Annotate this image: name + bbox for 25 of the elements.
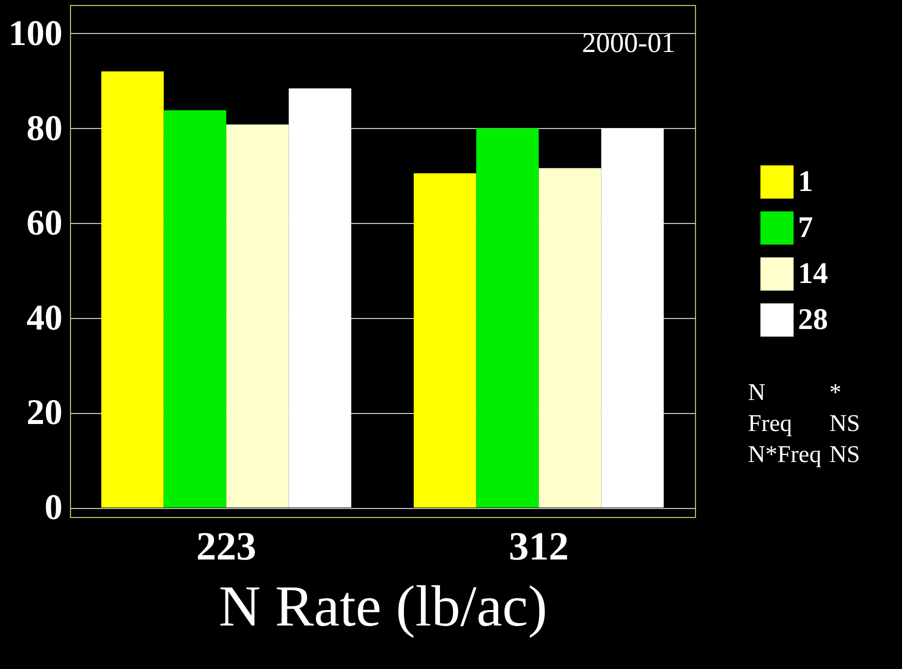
bar: [538, 168, 602, 508]
y-tick-label: 60: [26, 202, 62, 243]
legend-label: 14: [798, 257, 828, 290]
y-tick-label: 0: [44, 487, 62, 528]
x-axis-title: N Rate (lb/ac): [218, 574, 548, 638]
x-tick-label: 223: [196, 524, 256, 568]
y-tick-label: 100: [8, 12, 62, 53]
bar: [226, 124, 289, 508]
bar: [101, 71, 164, 508]
legend-label: 1: [798, 165, 813, 198]
bar: [476, 128, 539, 508]
legend-label: 28: [798, 303, 828, 336]
y-tick-label: 40: [26, 297, 62, 338]
text: N *: [748, 380, 842, 406]
bar: [414, 173, 476, 508]
x-tick-label: 312: [508, 524, 569, 568]
y-tick-label: 20: [26, 392, 62, 432]
text: Freq NS: [748, 411, 860, 437]
y-tick-label: 80: [26, 108, 62, 148]
annotation: 2000-01: [582, 28, 676, 60]
text: N*Freq NS: [748, 442, 860, 469]
bar: [601, 128, 664, 508]
bar: [288, 88, 352, 508]
legend-label: 7: [798, 211, 813, 244]
bar: [164, 110, 226, 508]
